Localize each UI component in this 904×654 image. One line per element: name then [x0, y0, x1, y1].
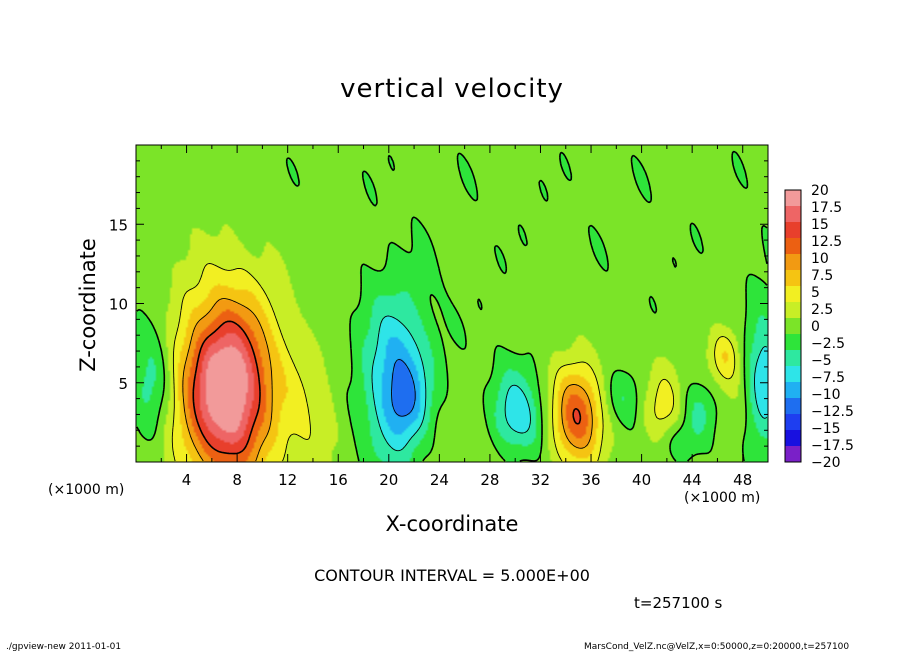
x-tick-label: 40	[632, 471, 651, 489]
colorbar-label: 5	[811, 285, 820, 301]
x-axis-unit: (×1000 m)	[684, 490, 761, 506]
y-axis-unit: (×1000 m)	[48, 482, 125, 498]
colorbar-label: −20	[811, 455, 841, 471]
colorbar-swatch	[785, 318, 801, 335]
x-tick-label: 4	[182, 471, 192, 489]
contour-level-neg5	[371, 315, 768, 452]
colorbar-swatch	[785, 414, 801, 431]
x-tick-label: 36	[581, 471, 600, 489]
colorbar-swatch	[785, 270, 801, 287]
colorbar-label: 12.5	[811, 234, 842, 250]
colorbar-label: 10	[811, 251, 829, 267]
x-tick-label: 20	[379, 471, 398, 489]
colorbar-swatch	[785, 206, 801, 223]
contour-level-0	[136, 150, 768, 462]
colorbar-swatch	[785, 254, 801, 271]
colorbar-swatch	[785, 222, 801, 239]
x-tick-label: 32	[531, 471, 550, 489]
x-tick-label: 12	[278, 471, 297, 489]
x-axis-label: X-coordinate	[385, 512, 519, 536]
colorbar-label: −17.5	[811, 438, 854, 454]
x-tick-label: 8	[232, 471, 242, 489]
colorbar-label: 0	[811, 319, 820, 335]
colorbar-label: 7.5	[811, 268, 833, 284]
colorbar-swatch	[785, 302, 801, 319]
colorbar-swatch	[785, 350, 801, 367]
colorbar-label: 20	[811, 183, 829, 199]
colorbar-label: −15	[811, 421, 841, 437]
colorbar-label: 2.5	[811, 302, 833, 318]
x-tick-label: 24	[430, 471, 449, 489]
contour-level-5	[171, 263, 736, 462]
colorbar-swatch	[785, 398, 801, 415]
colorbar-swatch	[785, 286, 801, 303]
contour-lines	[136, 150, 768, 462]
colorbar-label: 17.5	[811, 200, 842, 216]
colorbar-swatch	[785, 238, 801, 255]
x-tick-label: 48	[733, 471, 752, 489]
colorbar-frame	[784, 189, 802, 463]
colorbar-label: −5	[811, 353, 832, 369]
colorbar-swatch	[785, 446, 801, 463]
colorbar-swatch	[785, 334, 801, 351]
contour-interval-label: CONTOUR INTERVAL = 5.000E+00	[314, 566, 590, 585]
x-tick-label: 28	[480, 471, 499, 489]
y-tick-label: 5	[118, 375, 128, 393]
colorbar-swatch	[785, 366, 801, 383]
program-label: ./gpview-new 2011-01-01	[6, 642, 122, 652]
y-tick-label: 10	[109, 296, 128, 314]
x-tick-label: 44	[683, 471, 702, 489]
contour-level-neg10	[391, 358, 416, 417]
contour-level-10	[182, 298, 593, 462]
contour-level-15	[192, 320, 582, 455]
source-label: MarsCond_VelZ.nc@VelZ,x=0:50000,z=0:2000…	[584, 642, 850, 652]
y-axis-label: Z-coordinate	[76, 238, 100, 372]
colorbar-swatch	[785, 190, 801, 207]
time-label: t=257100 s	[634, 594, 723, 612]
y-tick-label: 15	[109, 216, 128, 234]
colorbar-label: −12.5	[811, 404, 854, 420]
colorbar-label: −7.5	[811, 370, 845, 386]
colorbar-label: −2.5	[811, 336, 845, 352]
chart-title: vertical velocity	[340, 74, 564, 104]
colorbar-swatch	[785, 382, 801, 399]
colorbar-label: −10	[811, 387, 841, 403]
colorbar-swatch	[785, 430, 801, 447]
colorbar-label: 15	[811, 217, 829, 233]
x-tick-label: 16	[329, 471, 348, 489]
